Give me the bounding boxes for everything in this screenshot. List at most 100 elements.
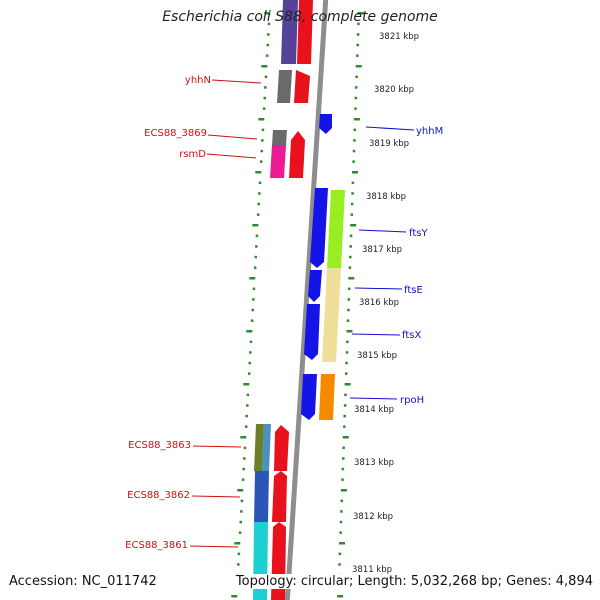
scale-tick: [348, 277, 355, 280]
scale-tick: [350, 202, 354, 206]
scale-tick: [343, 414, 346, 418]
scale-tick: [252, 224, 259, 227]
accession-text: Accession: NC_011742: [7, 574, 159, 589]
scale-tick: [264, 86, 267, 89]
kbp-label: 3817 kbp: [362, 245, 402, 255]
kbp-label: 3820 kbp: [374, 85, 414, 95]
scale-tick: [340, 510, 343, 513]
gene-label-rsmD: rsmD: [179, 149, 206, 160]
scale-tick: [357, 22, 360, 26]
scale-tick: [338, 563, 341, 566]
gene-rpoH-arrow: [301, 374, 317, 420]
scale-tick: [255, 171, 262, 174]
leader-line: [349, 397, 398, 400]
scale-tick: [266, 43, 270, 47]
scale-tick: [255, 245, 258, 248]
scale-tick: [352, 160, 355, 163]
gene-ECS88_3863-block: [254, 424, 264, 471]
scale-tick: [245, 414, 248, 418]
scale-tick: [251, 308, 255, 312]
leader-line: [354, 287, 403, 290]
scale-tick: [234, 542, 241, 545]
leader-line: [206, 153, 257, 159]
right-strand-features: [301, 114, 345, 420]
scale-tick: [237, 563, 240, 566]
scale-tick: [231, 595, 238, 598]
gene-ECS88_3862-block: [254, 471, 269, 522]
scale-tick: [342, 446, 345, 450]
gene-label-ECS88_3862: ECS88_3862: [127, 490, 190, 501]
leader-line: [207, 134, 258, 140]
scale-tick: [337, 595, 344, 598]
scale-tick: [243, 446, 247, 450]
scale-tick: [355, 65, 362, 68]
scale-tick: [356, 43, 359, 47]
kbp-label: 3816 kbp: [359, 298, 399, 308]
scale-tick: [341, 478, 344, 481]
scale-tick: [249, 351, 252, 354]
leader-line: [191, 495, 241, 498]
scale-tick: [346, 319, 350, 322]
scale-tick: [344, 383, 351, 386]
scale-tick: [342, 436, 349, 439]
scale-tick: [243, 383, 250, 386]
kbp-label: 3811 kbp: [352, 565, 392, 575]
leader-line: [211, 79, 262, 84]
genome-backbone: [284, 0, 329, 600]
scale-tick: [352, 171, 359, 174]
scale-tick: [243, 457, 246, 460]
scale-tick: [264, 75, 268, 79]
kbp-label: 3815 kbp: [357, 351, 397, 361]
leader-line: [189, 545, 239, 548]
tick-tracks: [231, 12, 364, 598]
scale-tick: [259, 160, 263, 163]
gene-ftsE-arrow: [308, 270, 322, 302]
scale-tick: [256, 213, 260, 216]
gene-label-rpoH: rpoH: [400, 395, 424, 406]
gene-ftsEX-block: [322, 268, 341, 362]
feature-block: [281, 0, 298, 64]
scale-tick: [347, 308, 350, 312]
scale-tick: [260, 149, 264, 153]
scale-tick: [267, 22, 271, 26]
scale-tick: [357, 12, 364, 15]
scale-tick: [252, 298, 255, 301]
scale-tick: [237, 489, 244, 492]
scale-tick: [352, 149, 356, 153]
scale-tick: [346, 330, 353, 333]
scale-tick: [258, 118, 265, 121]
gene-label-ECS88_3869: ECS88_3869: [144, 128, 207, 139]
scale-tick: [238, 531, 242, 534]
scale-tick: [343, 404, 347, 407]
leader-line: [358, 229, 407, 233]
scale-tick: [240, 510, 243, 513]
scale-tick: [239, 520, 242, 524]
scale-tick: [237, 552, 241, 556]
right-gene-labels: yhhM ftsY ftsE ftsX rpoH: [349, 126, 443, 406]
gene-ftsY-arrow: [310, 188, 328, 268]
scale-tick: [261, 139, 264, 142]
scale-tick: [345, 351, 349, 354]
kbp-label: 3821 kbp: [379, 32, 419, 42]
scale-tick: [242, 467, 245, 471]
kbp-scale: 3821 kbp 3820 kbp 3819 kbp 3818 kbp 3817…: [352, 32, 419, 575]
gene-rsmD-arrow: [289, 131, 305, 178]
scale-tick: [344, 393, 347, 397]
scale-tick: [339, 520, 343, 524]
genome-title: Escherichia coli S88, complete genome: [162, 9, 438, 25]
scale-tick: [267, 33, 270, 36]
scale-tick: [355, 75, 358, 79]
kbp-label: 3818 kbp: [366, 192, 406, 202]
scale-tick: [248, 361, 251, 365]
scale-tick: [265, 54, 269, 57]
scale-tick: [344, 372, 348, 375]
feature-block: [297, 0, 313, 64]
scale-tick: [340, 489, 347, 492]
scale-tick: [258, 181, 262, 185]
scale-tick: [339, 542, 346, 545]
scale-tick: [341, 467, 345, 471]
scale-tick: [354, 107, 357, 110]
scale-tick: [338, 552, 342, 556]
scale-tick: [349, 255, 352, 259]
gene-label-ftsY: ftsY: [409, 228, 428, 239]
